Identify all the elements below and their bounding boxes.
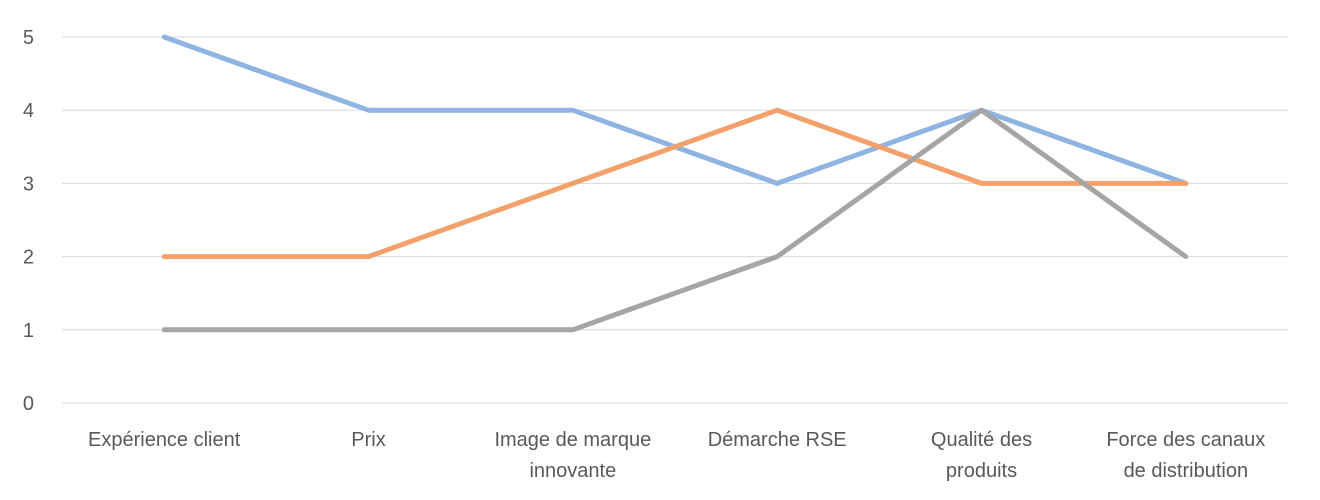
series-line-2 xyxy=(161,107,1189,260)
y-tick-label: 5 xyxy=(23,27,34,49)
x-tick-label-line: produits xyxy=(946,460,1017,482)
y-tick-label: 0 xyxy=(23,393,34,415)
x-tick-label-line: Force des canaux xyxy=(1106,429,1265,451)
x-tick-label-line: Démarche RSE xyxy=(708,429,847,451)
x-tick-label-line: innovante xyxy=(529,460,616,482)
grid-layer xyxy=(62,36,1288,404)
y-tick-label: 3 xyxy=(23,173,34,195)
x-tick-label: Expérience client xyxy=(88,429,241,451)
x-tick-label: Prix xyxy=(351,429,385,451)
y-tick-label: 4 xyxy=(23,100,34,122)
x-tick-label: Qualité des produits xyxy=(931,429,1032,482)
y-axis-tick-labels: 0 1 2 3 4 5 xyxy=(23,27,34,415)
y-tick-label: 1 xyxy=(23,320,34,342)
x-tick-label-line: Expérience client xyxy=(88,429,241,451)
x-tick-label: Démarche RSE xyxy=(708,429,847,451)
y-tick-label: 2 xyxy=(23,247,34,269)
x-tick-label-line: Prix xyxy=(351,429,385,451)
series-layer xyxy=(161,34,1189,333)
x-tick-label: Image de marque innovante xyxy=(494,429,651,482)
x-axis-tick-labels: Expérience client Prix Image de marque inno… xyxy=(88,429,1265,482)
x-tick-label-line: Image de marque xyxy=(494,429,651,451)
x-tick-label: Force des canaux de distribution xyxy=(1106,429,1265,482)
x-tick-label-line: de distribution xyxy=(1124,460,1249,482)
series-line-3 xyxy=(161,107,1189,333)
x-tick-label-line: Qualité des xyxy=(931,429,1032,451)
